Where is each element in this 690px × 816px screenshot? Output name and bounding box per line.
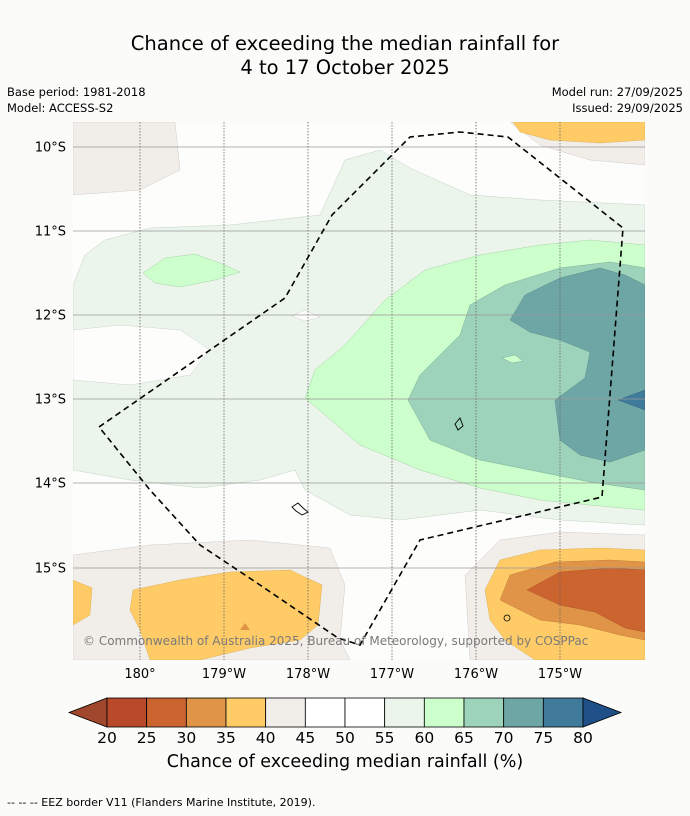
lon-label-178w: 178°W — [286, 667, 330, 682]
lon-label-176w: 176°W — [454, 667, 498, 682]
colorbar-cell — [542, 697, 584, 728]
region-45-55-small — [291, 309, 321, 322]
chart-title-line1: Chance of exceeding the median rainfall … — [130, 32, 560, 55]
island-wallis — [454, 417, 464, 431]
region-35-40-west-edge — [73, 579, 93, 626]
colorbar-tick-label: 20 — [97, 729, 117, 747]
region-70-75 — [509, 267, 645, 463]
colorbar-cell — [106, 697, 148, 728]
longitude-labels: 180° 179°W 178°W 177°W 176°W 175°W — [124, 667, 582, 682]
region-40-45-northwest — [73, 122, 181, 196]
latitude-gridlines — [73, 146, 645, 569]
colorbar-cell — [503, 697, 544, 728]
model-run-label: Model run: 27/09/2025 — [551, 85, 683, 99]
colorbar: 20 25 30 35 40 45 50 55 60 65 70 75 80 — [67, 697, 623, 747]
lon-label-175w: 175°W — [538, 667, 582, 682]
model-label: Model: ACCESS-S2 — [7, 101, 114, 115]
eez-border — [97, 131, 624, 646]
colorbar-cell — [225, 697, 267, 728]
map-area — [73, 122, 645, 660]
lat-label-13s: 13°S — [35, 393, 66, 408]
lat-label-14s: 14°S — [35, 477, 66, 492]
colorbar-tick-label: 75 — [533, 729, 553, 747]
colorbar-under-arrow — [67, 697, 108, 728]
colorbar-cell — [265, 697, 306, 728]
colorbar-tick-label: 60 — [414, 729, 434, 747]
island-futuna — [291, 502, 309, 516]
issued-label: Issued: 29/09/2025 — [572, 101, 683, 115]
latitude-labels: 10°S 11°S 12°S 13°S 14°S 15°S — [35, 141, 66, 577]
lat-label-15s: 15°S — [35, 562, 66, 577]
lat-label-11s: 11°S — [35, 225, 66, 240]
lon-label-180: 180° — [124, 667, 155, 682]
island-niuafoou — [503, 614, 511, 622]
longitude-gridlines — [139, 122, 561, 660]
colorbar-over-arrow — [582, 697, 623, 728]
eez-legend: -- -- -- EEZ border V11 (Flanders Marine… — [7, 796, 316, 809]
colorbar-title: Chance of exceeding median rainfall (%) — [166, 752, 524, 772]
region-25-30 — [526, 567, 645, 633]
colorbar-cell — [146, 697, 187, 728]
lat-label-12s: 12°S — [35, 309, 66, 324]
colorbar-tick-label: 70 — [494, 729, 514, 747]
colorbar-tick-label: 80 — [573, 729, 593, 747]
chart-title-line2: 4 to 17 October 2025 — [240, 56, 450, 79]
lat-label-10s: 10°S — [35, 141, 66, 156]
lon-label-179w: 179°W — [202, 667, 246, 682]
colorbar-tick-label: 45 — [295, 729, 315, 747]
colorbar-cell — [344, 697, 386, 728]
copyright-notice: © Commonwealth of Australia 2025, Bureau… — [83, 634, 588, 648]
region-60-65-west — [142, 253, 241, 288]
lon-label-177w: 177°W — [370, 667, 414, 682]
colorbar-cell — [185, 697, 227, 728]
colorbar-tick-label: 35 — [216, 729, 236, 747]
region-45-55-west — [73, 324, 211, 386]
region-30-35-small — [240, 623, 250, 630]
colorbar-tick-label: 50 — [335, 729, 355, 747]
colorbar-tick-label: 55 — [375, 729, 395, 747]
colorbar-cell — [463, 697, 505, 728]
colorbar-tick-label: 40 — [256, 729, 276, 747]
colorbar-cell — [423, 697, 465, 728]
colorbar-cell — [304, 697, 346, 728]
colorbar-tick-label: 30 — [176, 729, 196, 747]
region-small-island — [501, 354, 524, 364]
colorbar-tick-label: 65 — [454, 729, 474, 747]
colorbar-tick-label: 25 — [137, 729, 157, 747]
region-35-40-northeast — [512, 122, 645, 144]
region-75-80 — [617, 389, 645, 411]
base-period-label: Base period: 1981-2018 — [7, 85, 146, 99]
colorbar-cell — [384, 697, 425, 728]
